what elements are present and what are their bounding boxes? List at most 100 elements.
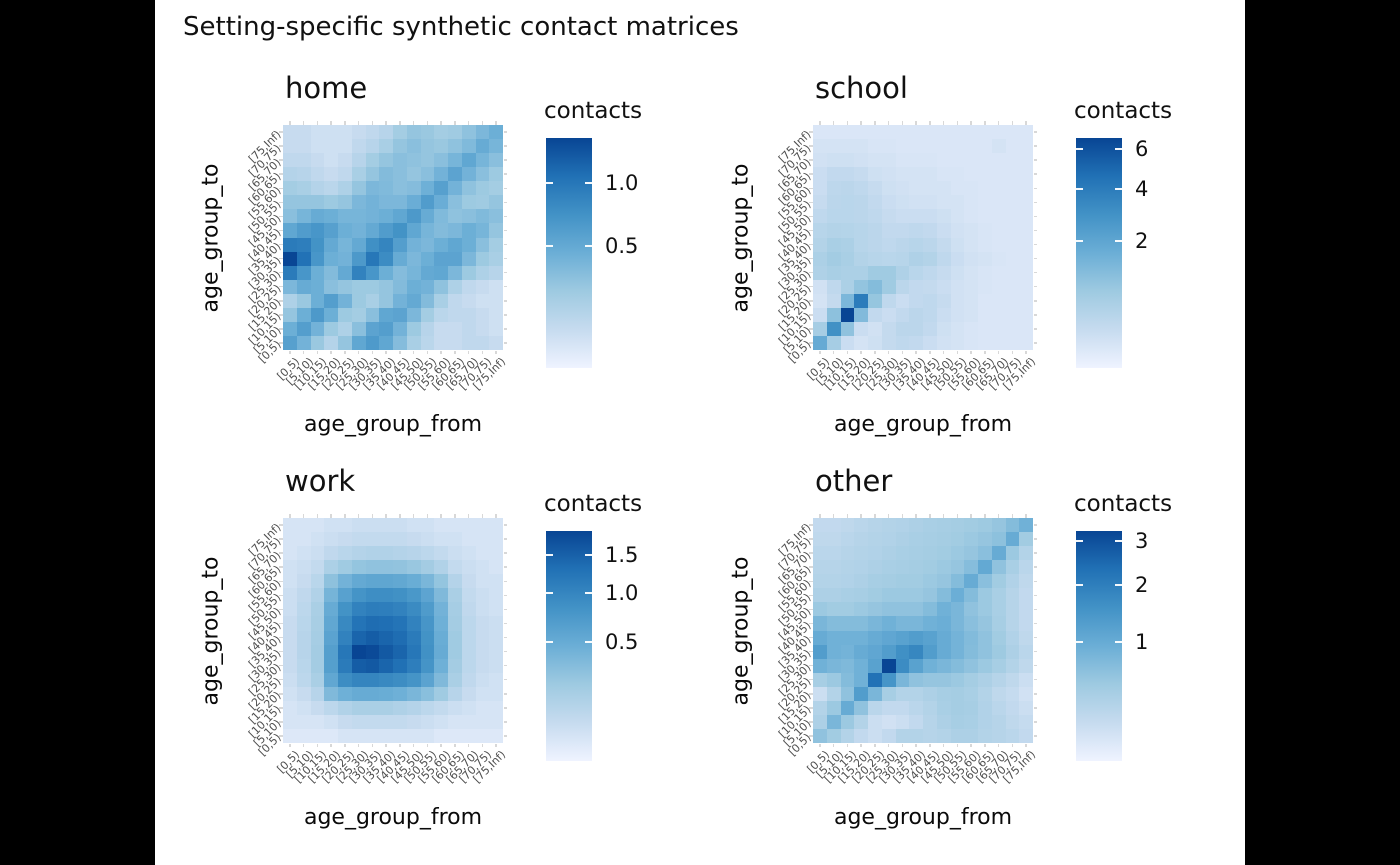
heatmap-cell [475,588,490,603]
heatmap-cell [379,658,394,674]
heatmap-cell [351,293,366,309]
axis-tick-mark [874,350,876,354]
axis-tick-mark [915,743,917,747]
heatmap-cell [964,167,979,182]
axis-tick-mark [887,514,890,518]
axis-tick-mark [330,514,332,518]
heatmap-cell [406,321,421,337]
heatmap-cell [351,630,366,645]
heatmap-cell [324,630,339,645]
heatmap-cell [854,602,869,617]
heatmap-cell [351,686,366,702]
axis-tick-mark [819,350,821,354]
axis-tick-mark [279,664,283,667]
heatmap-cell [379,167,394,182]
heatmap-cell [338,518,353,533]
heatmap-cell [365,630,380,645]
axis-tick-mark [344,743,346,747]
heatmap-cell [448,307,463,323]
heatmap-cell [991,574,1006,589]
axis-tick-mark [279,693,283,695]
heatmap-cell [991,714,1006,730]
heatmap-cell [448,560,463,575]
heatmap-cell [881,335,896,351]
heatmap-cell [338,167,353,182]
heatmap-cell [936,153,951,168]
axis-tick-mark [809,131,813,133]
axis-tick-mark [279,159,283,161]
heatmap-cell [909,251,924,267]
heatmap-cell [420,658,435,674]
axis-tick-mark [1033,145,1037,147]
heatmap-cell [978,658,993,674]
axis-tick-mark [385,121,387,125]
heatmap-cell [324,237,339,252]
heatmap-cell [461,265,476,281]
heatmap-cell [310,574,325,589]
heatmap-cell [420,209,435,224]
heatmap-cell [489,574,504,589]
heatmap-cell [964,644,979,660]
heatmap-cell [379,574,394,589]
axis-tick-mark [495,743,497,747]
heatmap-cell [854,560,869,575]
heatmap-cell [365,209,380,224]
heatmap-cell [909,139,924,154]
heatmap-cell [854,714,869,730]
heatmap-cell [283,307,298,323]
heatmap-cell [351,307,366,323]
heatmap-cell [881,167,896,182]
axis-tick-mark [1033,664,1037,667]
heatmap-cell [909,644,924,660]
heatmap-cell [991,518,1006,533]
heatmap-cell [881,602,896,617]
heatmap-cell [936,602,951,617]
heatmap-cell [936,195,951,210]
heatmap-cell [936,335,951,351]
axis-tick-mark [874,514,876,518]
heatmap-cell [936,265,951,281]
heatmap-cell [351,560,366,575]
axis-tick-mark [279,215,283,218]
heatmap-cell [881,630,896,645]
heatmap-cell [475,686,490,702]
colorbar-tick-mark [1115,147,1122,150]
heatmap-cell [826,251,841,267]
heatmap-cell [434,574,449,589]
heatmap-cell [434,616,449,631]
heatmap-cell [1019,644,1034,660]
heatmap-cell [909,307,924,323]
heatmap-cell [978,167,993,182]
heatmap-cell [365,335,380,351]
heatmap-cell [1019,153,1034,168]
axis-tick-mark [915,350,917,354]
heatmap-cell [1005,560,1020,575]
heatmap-cell [434,686,449,702]
axis-tick-mark [371,350,374,354]
heatmap-cell [813,265,828,281]
heatmap-cell [1005,546,1020,561]
axis-tick-mark [412,121,415,125]
heatmap-cell [393,209,408,224]
heatmap-cell [909,602,924,617]
heatmap-cell [420,251,435,267]
axis-tick-mark [344,350,346,354]
heatmap-cell [338,153,353,168]
heatmap-cell [950,321,965,337]
heatmap-cell [461,279,476,295]
heatmap-cell [909,574,924,589]
axis-tick-mark [809,538,813,540]
heatmap-cell [923,658,938,674]
heatmap-cell [406,644,421,660]
heatmap-cell [310,125,325,140]
heatmap-cell [826,602,841,617]
heatmap-cell [826,686,841,702]
heatmap-cell [854,293,869,309]
axis-tick-mark [503,622,507,625]
heatmap-cell [840,321,855,337]
heatmap-home [279,121,507,354]
heatmap-cell [826,560,841,575]
heatmap-cell [813,532,828,547]
heatmap-cell [434,125,449,140]
heatmap-cell [936,321,951,337]
